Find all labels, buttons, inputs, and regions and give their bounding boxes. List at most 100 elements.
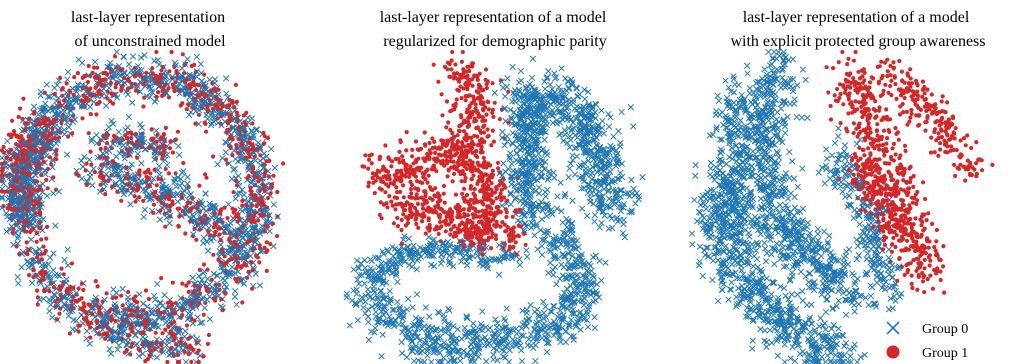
point-group-1	[71, 285, 76, 290]
point-group-0	[185, 111, 193, 119]
point-group-1	[235, 150, 240, 155]
point-group-0	[394, 298, 401, 306]
point-group-0	[562, 338, 569, 346]
point-group-0	[605, 225, 612, 232]
point-group-1	[110, 92, 115, 98]
point-group-1	[47, 133, 52, 138]
point-group-0	[508, 98, 516, 105]
point-group-1	[59, 266, 64, 271]
point-group-1	[236, 215, 241, 220]
point-group-1	[58, 287, 63, 292]
point-group-0	[153, 127, 160, 134]
point-group-0	[602, 259, 609, 266]
point-group-0	[510, 109, 518, 116]
point-group-1	[154, 94, 159, 99]
point-group-0	[234, 268, 242, 275]
point-group-0	[113, 48, 120, 56]
point-group-1	[446, 120, 451, 125]
point-group-0	[508, 160, 515, 168]
point-group-0	[106, 345, 113, 353]
point-group-1	[156, 90, 161, 95]
point-group-1	[175, 206, 180, 211]
point-group-1	[151, 210, 156, 215]
point-group-0	[140, 300, 147, 307]
point-group-1	[104, 291, 109, 296]
point-group-1	[269, 182, 274, 187]
point-group-0	[30, 103, 38, 110]
point-group-0	[575, 164, 583, 171]
point-group-1	[81, 93, 86, 98]
point-group-1	[132, 194, 137, 199]
point-group-1	[113, 318, 118, 323]
point-group-1	[21, 170, 26, 175]
point-group-1	[165, 359, 170, 364]
point-group-1	[185, 344, 190, 350]
point-group-1	[212, 221, 217, 226]
point-group-1	[6, 150, 11, 155]
point-group-1	[11, 186, 16, 191]
point-group-1	[180, 101, 185, 106]
point-group-1	[84, 161, 89, 166]
point-group-1	[467, 105, 472, 110]
point-group-0	[360, 304, 367, 311]
point-group-1	[475, 160, 480, 165]
point-group-1	[426, 173, 431, 178]
point-group-1	[418, 146, 424, 151]
point-group-0	[86, 340, 93, 347]
point-group-0	[65, 124, 73, 131]
point-group-0	[54, 81, 61, 89]
point-group-0	[222, 149, 229, 156]
point-group-0	[221, 281, 228, 288]
point-group-1	[261, 130, 266, 135]
point-group-0	[120, 53, 127, 61]
point-group-1	[453, 192, 459, 197]
point-group-0	[440, 339, 448, 346]
point-group-1	[186, 77, 191, 82]
point-group-0	[136, 291, 143, 298]
point-group-1	[152, 76, 157, 81]
point-group-1	[477, 96, 482, 101]
point-group-1	[162, 132, 167, 137]
point-group-0	[554, 193, 561, 200]
point-group-1	[243, 122, 248, 127]
point-group-1	[149, 127, 154, 132]
point-group-1	[35, 288, 40, 293]
point-group-1	[57, 311, 62, 316]
point-group-0	[507, 201, 514, 208]
point-group-1	[495, 204, 500, 209]
point-group-0	[426, 313, 433, 320]
point-group-1	[504, 210, 509, 215]
point-group-1	[171, 310, 176, 315]
point-group-0	[89, 182, 96, 189]
point-group-1	[205, 93, 210, 98]
point-group-1	[141, 104, 146, 109]
point-group-0	[140, 213, 147, 221]
point-group-1	[10, 118, 15, 123]
point-group-0	[187, 109, 194, 116]
point-group-1	[120, 83, 125, 88]
point-group-0	[256, 282, 264, 289]
point-group-1	[167, 204, 172, 209]
point-group-1	[234, 178, 239, 184]
point-group-0	[581, 95, 589, 103]
point-group-1	[196, 359, 201, 364]
point-group-0	[86, 156, 93, 163]
point-group-1	[254, 253, 259, 258]
point-group-1	[220, 308, 225, 313]
point-group-1	[523, 242, 528, 247]
point-group-1	[234, 99, 239, 104]
point-group-1	[41, 159, 46, 164]
point-group-1	[70, 131, 75, 136]
point-group-1	[39, 257, 45, 262]
point-group-1	[254, 204, 259, 209]
point-group-1	[148, 348, 153, 353]
point-group-1	[177, 359, 182, 364]
point-group-1	[264, 268, 269, 273]
point-group-1	[225, 216, 230, 221]
point-group-1	[33, 199, 38, 204]
point-group-1	[171, 332, 176, 337]
point-group-0	[200, 234, 208, 242]
point-group-0	[15, 280, 22, 287]
point-group-1	[257, 260, 262, 265]
point-group-1	[128, 130, 134, 135]
